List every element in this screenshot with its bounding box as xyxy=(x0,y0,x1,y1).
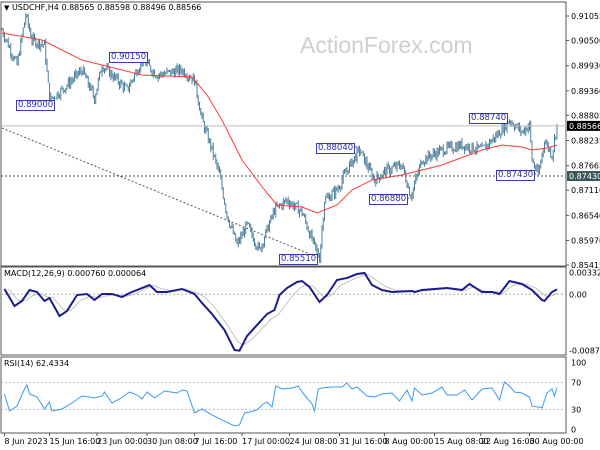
trend-line xyxy=(1,127,320,259)
time-tick-label: 15 Aug 08:00 xyxy=(435,437,489,446)
annotation-low: 0.86880 xyxy=(369,194,409,205)
watermark: ActionForex.com xyxy=(300,32,473,58)
price-tick-label: 0.85415 xyxy=(571,261,600,270)
horizontal-levels xyxy=(1,55,566,259)
time-tick-label: 17 Jul 00:00 xyxy=(242,437,290,446)
ohlc-values: 0.88565 0.88598 0.88496 0.88566 xyxy=(61,3,202,12)
rsi-tick-label: 70 xyxy=(571,379,581,388)
rsi-tick-label: 30 xyxy=(571,405,581,414)
rsi-title: RSI(14) 62.4334 xyxy=(4,359,70,368)
time-tick-label: 23 Jun 00:00 xyxy=(97,437,148,446)
price-bars xyxy=(1,13,558,264)
chart-header: ▼ USDCHF,H4 0.88565 0.88598 0.88496 0.88… xyxy=(4,3,201,12)
time-tick-label: 8 Aug 00:00 xyxy=(385,437,434,446)
time-tick-label: 7 Jul 16:00 xyxy=(195,437,238,446)
time-tick-label: 24 Jul 08:00 xyxy=(290,437,338,446)
macd-main-line xyxy=(3,271,558,352)
time-tick-label: 15 Jun 16:00 xyxy=(50,437,101,446)
time-tick-label: 8 Jun 2023 xyxy=(5,437,48,446)
time-tick-label: 30 Jun 08:00 xyxy=(147,437,198,446)
macd-tick-label: -0.008707 xyxy=(569,347,600,356)
price-panel-frame xyxy=(0,1,567,267)
annotation-high: 0.88040 xyxy=(316,143,356,154)
price-tick-label: 0.87665 xyxy=(571,162,600,171)
support-level-tag-bg xyxy=(567,171,600,182)
macd-title: MACD(12,26,9) 0.000760 0.000064 xyxy=(4,269,147,278)
triangle-down-icon[interactable]: ▼ xyxy=(4,4,10,12)
macd-panel-frame xyxy=(0,266,567,356)
annotation-low: 0.87430 xyxy=(496,170,536,181)
annotation-high: 0.88740 xyxy=(469,113,509,124)
moving-average xyxy=(1,32,558,214)
moving-average-line xyxy=(1,32,558,214)
annotation-high: 0.90150 xyxy=(109,52,149,63)
rsi-line xyxy=(1,381,566,427)
time-tick-label: 31 Jul 16:00 xyxy=(340,437,388,446)
time-tick-label: 22 Aug 16:00 xyxy=(481,437,535,446)
price-tick-label: 0.88235 xyxy=(571,137,600,146)
price-tick-label: 0.91055 xyxy=(571,12,600,21)
support-level-tag: 0.87430 xyxy=(569,172,600,181)
price-tick-label: 0.88805 xyxy=(571,111,600,120)
symbol-label: USDCHF,H4 xyxy=(11,3,59,12)
rsi-tick-label: 100 xyxy=(571,359,586,368)
macd-signal-line xyxy=(7,274,558,346)
macd-tick-label: 0.003328 xyxy=(569,269,600,278)
annotation-low: 0.85510 xyxy=(279,254,319,265)
rsi-tick-label: 0 xyxy=(571,425,576,434)
rsi-line xyxy=(4,381,558,427)
annotation-low: 0.89000 xyxy=(16,100,56,111)
macd-tick-label: 0.00 xyxy=(569,290,587,299)
current-price-tag: 0.88566 xyxy=(569,122,600,131)
macd-lines xyxy=(1,271,566,352)
rsi-panel-frame xyxy=(0,356,567,434)
current-price-tag-bg xyxy=(567,120,600,131)
time-tick-label: 30 Aug 00:00 xyxy=(530,437,584,446)
